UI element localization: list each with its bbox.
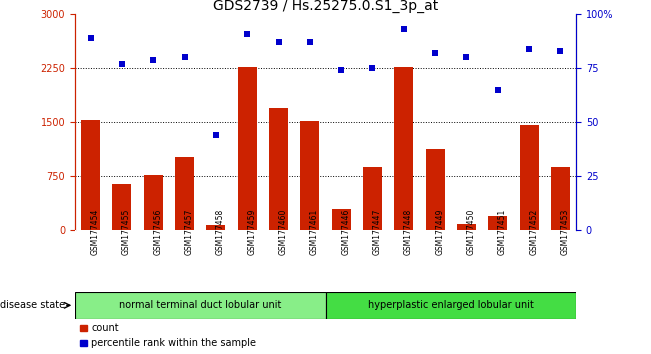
Bar	[326, 292, 576, 319]
Text: GSM177460: GSM177460	[279, 209, 288, 255]
Point	[430, 50, 440, 56]
Bar	[113, 184, 132, 230]
Point	[148, 57, 158, 62]
Text: GSM177453: GSM177453	[561, 209, 570, 255]
Text: GSM177461: GSM177461	[310, 209, 319, 255]
Bar	[551, 167, 570, 230]
Text: GSM177447: GSM177447	[372, 209, 381, 255]
Text: disease state: disease state	[1, 300, 66, 310]
Text: GSM177459: GSM177459	[247, 209, 256, 255]
Text: GSM177448: GSM177448	[404, 209, 413, 255]
Point	[398, 27, 409, 32]
Text: GSM177452: GSM177452	[529, 209, 538, 255]
Point	[462, 55, 472, 60]
Bar	[519, 125, 538, 230]
Bar	[426, 149, 445, 230]
Text: GSM177457: GSM177457	[184, 209, 193, 255]
Text: normal terminal duct lobular unit: normal terminal duct lobular unit	[119, 300, 281, 310]
Text: GSM177458: GSM177458	[216, 209, 225, 255]
Bar	[238, 67, 256, 230]
Point	[336, 68, 346, 73]
Text: GSM177451: GSM177451	[498, 209, 507, 255]
Bar	[144, 175, 163, 230]
Point	[493, 87, 503, 92]
Point	[555, 48, 566, 54]
Bar	[457, 224, 476, 230]
Bar	[269, 108, 288, 230]
Bar	[81, 120, 100, 230]
Bar	[488, 216, 507, 230]
Text: GSM177449: GSM177449	[435, 209, 444, 255]
Text: GSM177450: GSM177450	[467, 209, 475, 255]
Bar	[206, 225, 225, 230]
Text: GSM177446: GSM177446	[341, 209, 350, 255]
Bar	[363, 167, 382, 230]
Bar	[175, 157, 194, 230]
Title: GDS2739 / Hs.25275.0.S1_3p_at: GDS2739 / Hs.25275.0.S1_3p_at	[213, 0, 438, 13]
Bar	[395, 67, 413, 230]
Point	[367, 65, 378, 71]
Text: hyperplastic enlarged lobular unit: hyperplastic enlarged lobular unit	[368, 300, 534, 310]
Point	[85, 35, 96, 41]
Text: GSM177455: GSM177455	[122, 209, 131, 255]
Bar	[301, 121, 319, 230]
Point	[524, 46, 534, 52]
Text: GSM177456: GSM177456	[153, 209, 162, 255]
Point	[211, 132, 221, 138]
Point	[305, 39, 315, 45]
Bar	[332, 209, 351, 230]
Text: GSM177454: GSM177454	[90, 209, 100, 255]
Point	[273, 39, 284, 45]
Point	[179, 55, 189, 60]
Bar	[75, 292, 326, 319]
Legend: count, percentile rank within the sample: count, percentile rank within the sample	[79, 324, 256, 348]
Point	[242, 31, 253, 36]
Point	[117, 61, 127, 67]
